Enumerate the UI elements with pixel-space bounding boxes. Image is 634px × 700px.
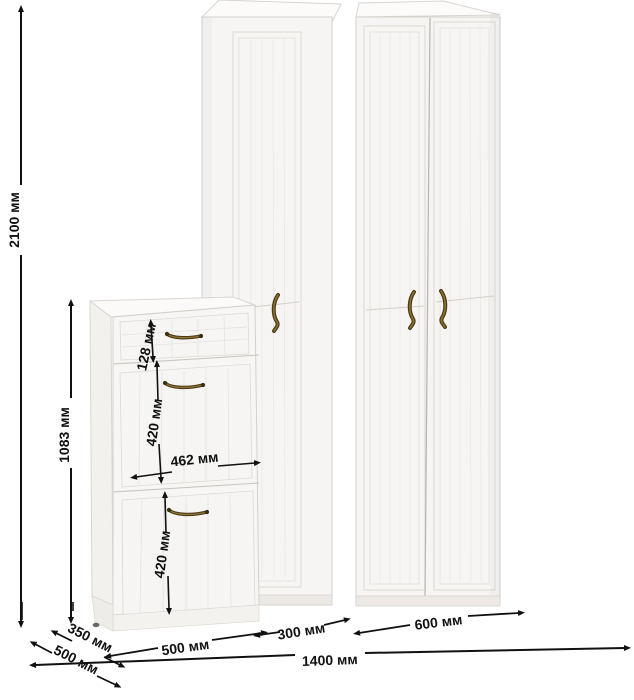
svg-text:1400 мм: 1400 мм: [302, 651, 358, 669]
svg-text:1083 мм: 1083 мм: [56, 407, 72, 463]
svg-text:2100 мм: 2100 мм: [6, 192, 22, 248]
